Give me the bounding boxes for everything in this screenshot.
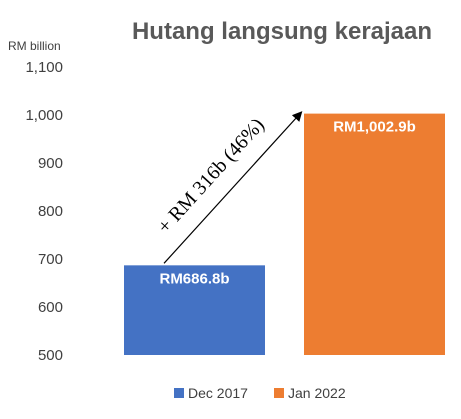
bars [124,113,445,355]
y-tick-label: 600 [38,299,63,316]
y-tick-label: 900 [38,155,63,172]
legend-label-dec-2017: Dec 2017 [188,385,248,401]
increase-arrow [163,111,303,264]
legend-swatch-jan-2022 [274,388,284,398]
unit-label: RM billion [8,39,61,53]
legend: Dec 2017 Jan 2022 [174,385,346,401]
y-axis-ticks: 500 600 700 800 900 1,000 1,100 [25,59,63,364]
chart-title: Hutang langsung kerajaan [132,18,432,45]
y-tick-label: 500 [38,347,63,364]
y-tick-label: 800 [38,203,63,220]
data-label-dec-2017: RM686.8b [159,270,229,287]
y-tick-label: 1,000 [25,107,63,124]
data-label-jan-2022: RM1,002.9b [333,119,416,136]
y-tick-label: 700 [38,251,63,268]
bar-dec-2017 [124,265,265,355]
legend-swatch-dec-2017 [174,388,184,398]
bar-jan-2022 [304,113,445,355]
y-tick-label: 1,100 [25,59,63,76]
data-labels: RM686.8b RM1,002.9b [159,119,415,288]
legend-label-jan-2022: Jan 2022 [288,385,346,401]
increase-annotation: + RM 316b (46%) [153,114,268,238]
